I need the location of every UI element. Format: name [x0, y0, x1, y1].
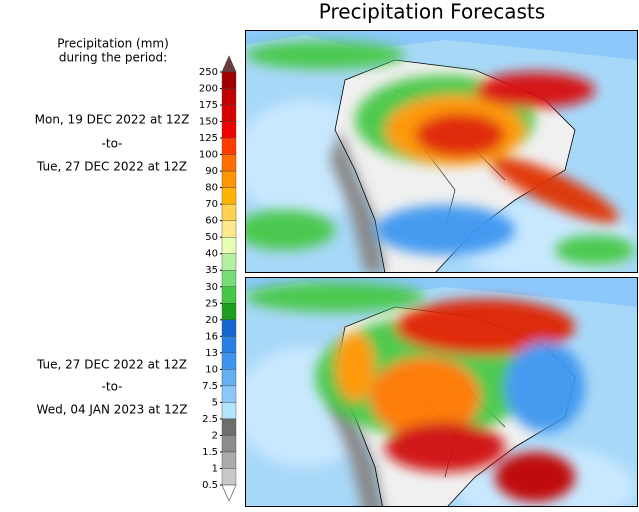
colorbar-tick-label: 2.5 — [202, 414, 218, 425]
colorbar: 2502001751501251009080706050403530252016… — [199, 55, 237, 502]
colorbar-segment — [221, 253, 237, 271]
colorbar-under — [221, 484, 237, 502]
period-separator: -to- — [102, 380, 123, 394]
colorbar-segment — [221, 418, 237, 436]
colorbar-tick-label: 30 — [205, 282, 218, 293]
colorbar-tick-label: 1.5 — [202, 447, 218, 458]
colorbar-segment — [221, 71, 237, 89]
colorbar-tick-label: 10 — [205, 364, 218, 375]
colorbar-tick-label: 250 — [199, 67, 218, 78]
colorbar-segment — [221, 187, 237, 205]
colorbar-segment — [221, 352, 237, 370]
colorbar-tick-label: 80 — [205, 183, 218, 194]
colorbar-segment — [221, 303, 237, 320]
colorbar-segment — [221, 385, 237, 403]
colorbar-tick-label: 35 — [205, 265, 218, 276]
period-end: Tue, 27 DEC 2022 at 12Z — [36, 160, 187, 174]
colorbar-segment — [221, 286, 237, 304]
forecast-map — [245, 30, 638, 273]
period-end: Wed, 04 JAN 2023 at 12Z — [37, 403, 188, 417]
colorbar-tick-label: 150 — [199, 117, 218, 128]
colorbar-segment — [221, 451, 237, 469]
colorbar-tick-label: 60 — [205, 216, 218, 227]
colorbar-tick-label: 5 — [212, 397, 218, 408]
colorbar-tick-label: 0.5 — [202, 480, 218, 491]
colorbar-tick-label: 90 — [205, 166, 218, 177]
legend-title: during the period: — [59, 51, 167, 65]
colorbar-segment — [221, 220, 237, 238]
colorbar-tick-label: 100 — [199, 150, 218, 161]
colorbar-tick-label: 70 — [205, 199, 218, 210]
colorbar-segment — [221, 369, 237, 387]
title: Precipitation Forecasts — [319, 0, 545, 24]
colorbar-tick-label: 25 — [205, 298, 218, 309]
colorbar-tick-label: 50 — [205, 232, 218, 243]
colorbar-segment — [221, 170, 237, 188]
period-separator: -to- — [102, 137, 123, 151]
colorbar-segment — [221, 104, 237, 122]
colorbar-tick-label: 125 — [199, 133, 218, 144]
legend-title: Precipitation (mm) — [57, 37, 169, 51]
colorbar-segment — [221, 88, 237, 106]
period-start: Mon, 19 DEC 2022 at 12Z — [35, 113, 190, 127]
colorbar-tick-label: 13 — [205, 348, 218, 359]
colorbar-segment — [221, 270, 237, 287]
colorbar-tick-label: 16 — [205, 331, 218, 342]
colorbar-tick-label: 40 — [205, 249, 218, 260]
colorbar-segment — [221, 121, 237, 139]
colorbar-tick-label: 2 — [212, 430, 218, 441]
forecast-map — [245, 277, 638, 507]
colorbar-segment — [221, 319, 237, 337]
colorbar-segment — [221, 468, 237, 486]
colorbar-segment — [221, 236, 237, 254]
colorbar-over — [221, 55, 237, 73]
colorbar-tick-label: 20 — [205, 315, 218, 326]
colorbar-tick-label: 175 — [199, 100, 218, 111]
colorbar-segment — [221, 203, 237, 221]
period-start: Tue, 27 DEC 2022 at 12Z — [36, 358, 187, 372]
colorbar-tick-label: 1 — [212, 463, 218, 474]
colorbar-tick-label: 7.5 — [202, 381, 218, 392]
colorbar-segment — [221, 435, 237, 453]
colorbar-segment — [221, 137, 237, 155]
colorbar-segment — [221, 154, 237, 172]
colorbar-tick-label: 200 — [199, 84, 218, 95]
colorbar-segment — [221, 402, 237, 420]
colorbar-segment — [221, 336, 237, 354]
